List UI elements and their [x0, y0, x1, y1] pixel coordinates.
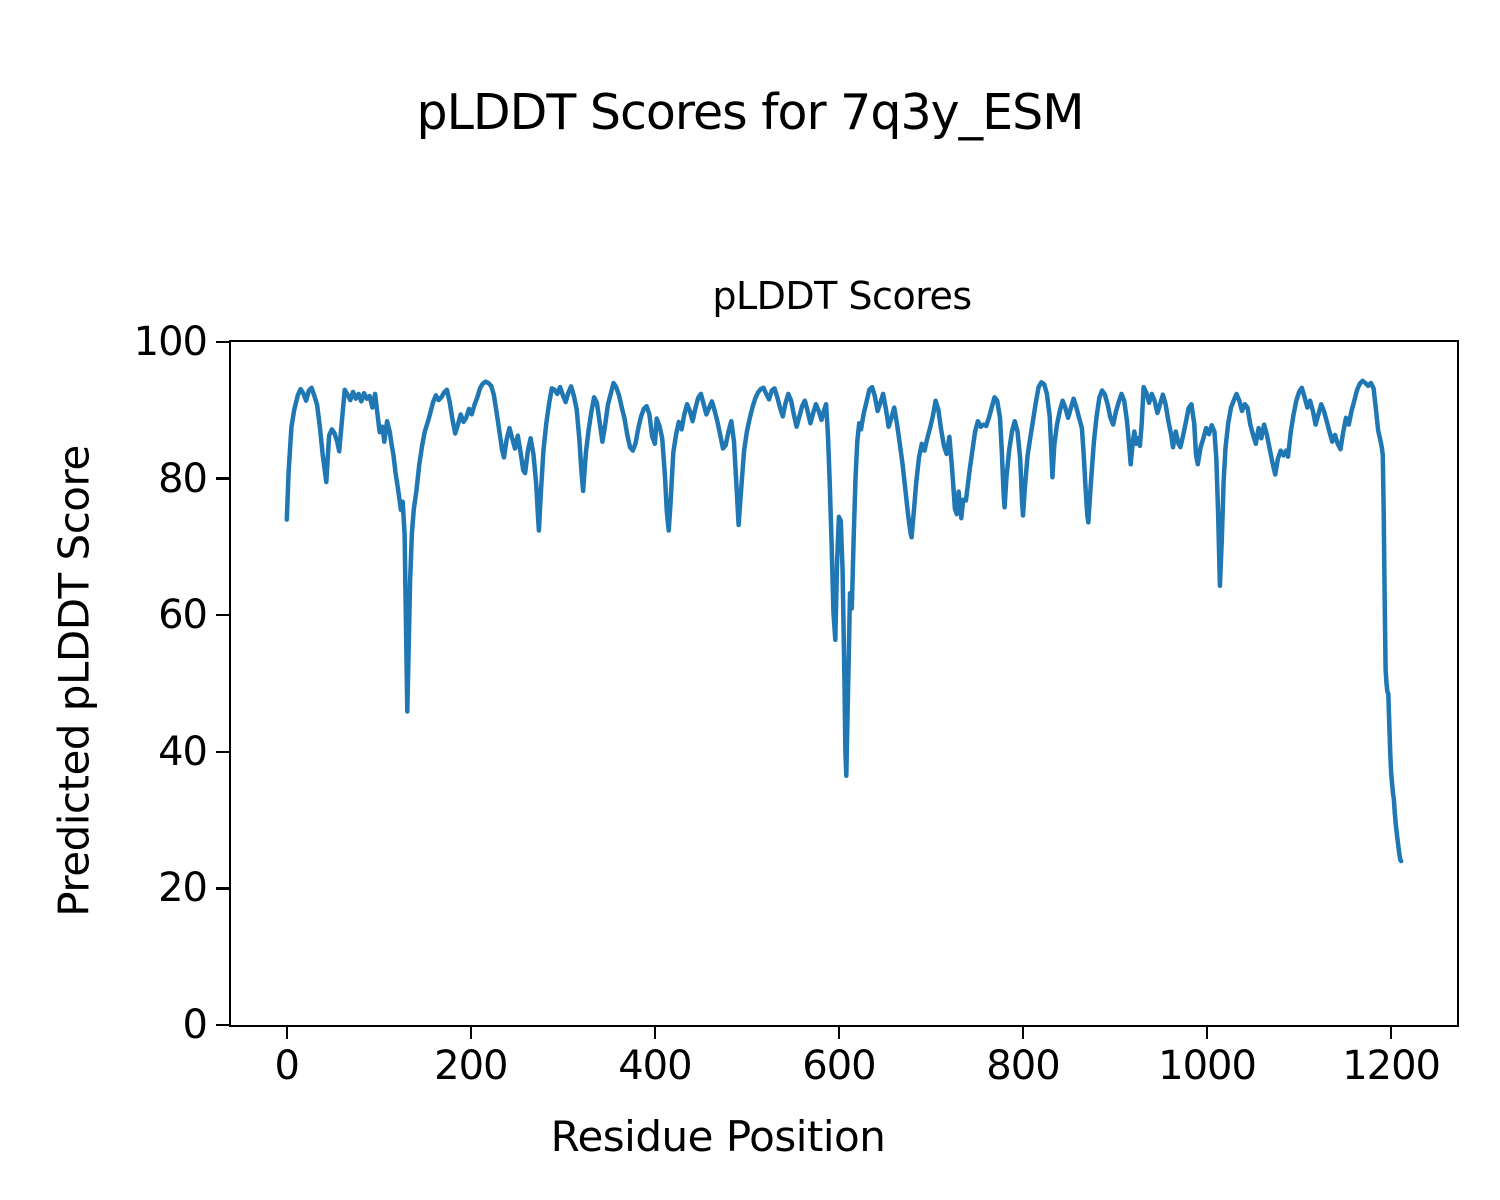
x-tick-mark — [285, 1026, 289, 1039]
plddt-line-series — [284, 378, 1404, 864]
x-tick-label: 800 — [986, 1043, 1060, 1089]
y-axis-label: Predicted pLDDT Score — [49, 445, 99, 917]
y-tick-label: 80 — [158, 455, 208, 502]
x-tick-label: 1000 — [1158, 1043, 1257, 1089]
y-tick-mark — [216, 477, 229, 480]
line-chart — [284, 378, 1404, 864]
x-tick-mark — [1205, 1026, 1209, 1039]
y-tick-mark — [216, 1023, 229, 1027]
axes-title: pLDDT Scores — [712, 274, 972, 318]
y-tick-label: 20 — [158, 865, 208, 912]
y-tick-label: 40 — [158, 728, 208, 775]
x-tick-mark — [1021, 1026, 1025, 1039]
y-tick-mark — [216, 887, 229, 890]
x-tick-label: 0 — [274, 1043, 300, 1089]
y-tick-label: 0 — [182, 1002, 208, 1048]
x-tick-label: 600 — [802, 1043, 876, 1089]
y-tick-label: 60 — [158, 592, 208, 639]
x-tick-label: 1200 — [1342, 1043, 1441, 1089]
y-tick-label: 100 — [133, 319, 208, 365]
y-tick-mark — [216, 613, 229, 617]
x-tick-mark — [1389, 1026, 1393, 1039]
plot-area: 0 200 400 600 800 1000 1200 0 20 40 60 80 100 — [134, 319, 1459, 1089]
x-axis-label: Residue Position — [550, 1112, 886, 1161]
y-tick-mark — [216, 340, 229, 344]
figure-title: pLDDT Scores for 7q3y_ESM — [416, 84, 1085, 141]
y-tick-mark — [216, 750, 229, 754]
x-tick-mark — [653, 1026, 657, 1039]
x-tick-mark — [469, 1026, 473, 1039]
x-tick-mark — [837, 1026, 841, 1039]
x-tick-label: 200 — [434, 1043, 508, 1089]
x-tick-label: 400 — [618, 1043, 692, 1089]
